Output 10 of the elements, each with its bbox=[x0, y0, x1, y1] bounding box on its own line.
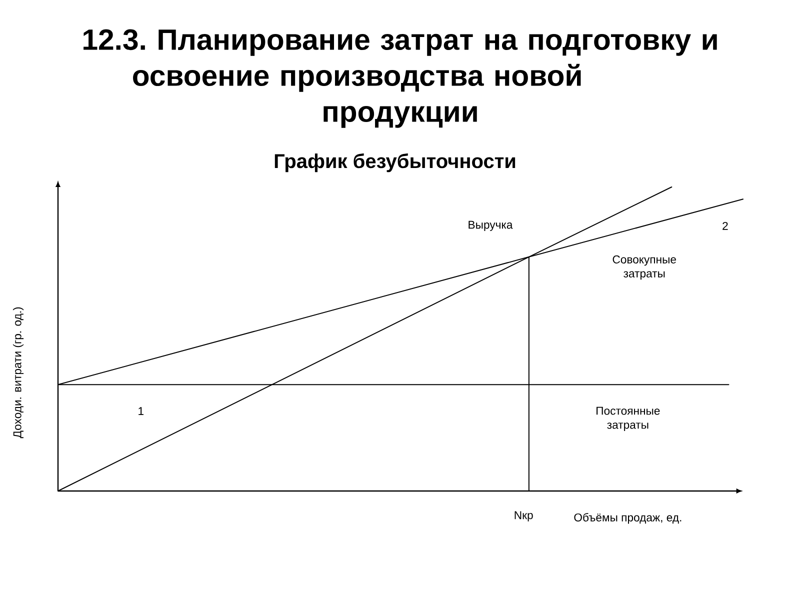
chart-subtitle: График безубыточности bbox=[274, 153, 516, 172]
series-label: Совокупные затраты bbox=[612, 255, 676, 280]
y-axis-title: Доходи. витрати (гр. од.) bbox=[12, 307, 24, 438]
annotation: 2 bbox=[722, 222, 728, 230]
x-axis-title: Объёмы продаж, ед. bbox=[574, 513, 682, 524]
chart-title: 12.3. Планирование затрат на подготовку и освоение производства новой продукции bbox=[84, 29, 717, 128]
series-label: Постоянные затраты bbox=[596, 406, 660, 432]
text: Nкр bbox=[514, 511, 533, 522]
annotation: 1 bbox=[138, 407, 144, 415]
text: Выручка bbox=[468, 220, 513, 231]
